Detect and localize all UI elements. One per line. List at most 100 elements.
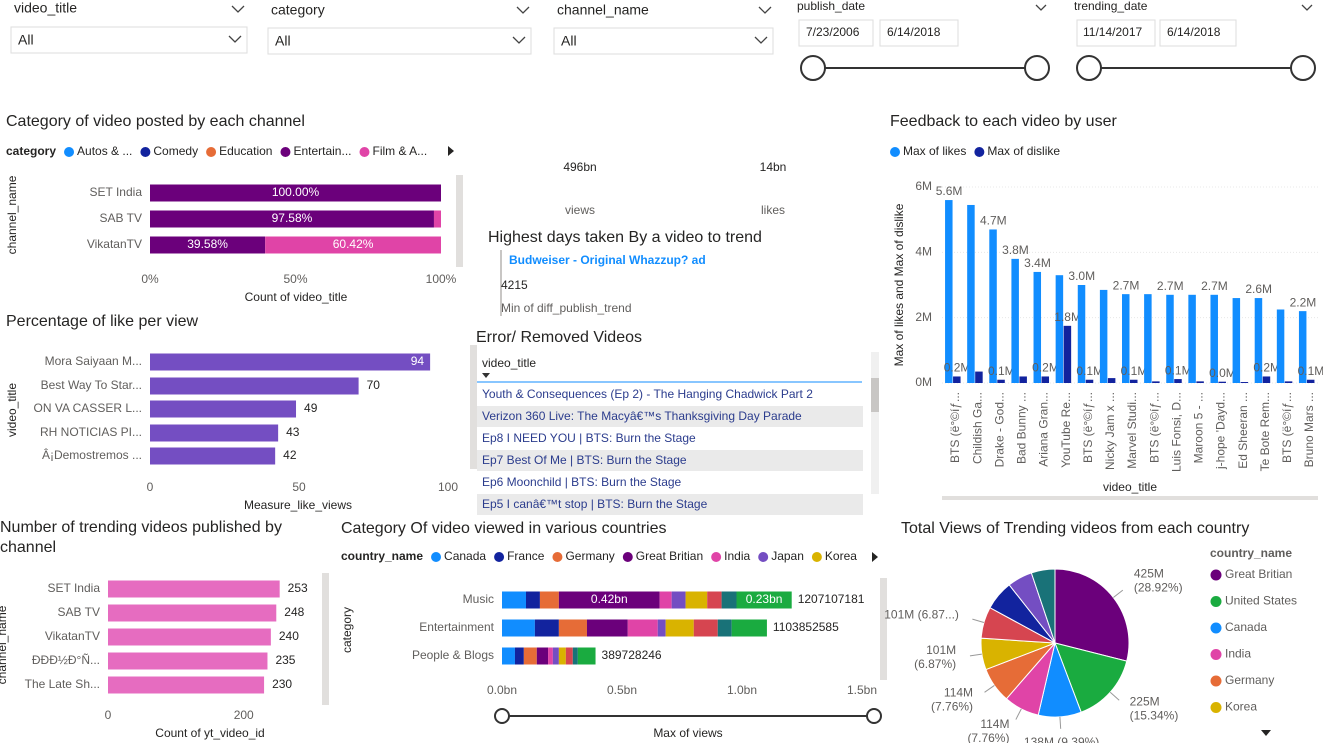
bar — [108, 676, 265, 694]
table-cell[interactable]: Ep5 I canâ€™t stop | BTS: Burn the Stage — [482, 497, 708, 511]
data-label: 138M (9.39%) — [1024, 735, 1099, 743]
legend-label[interactable]: Film & A... — [372, 144, 427, 158]
date-end[interactable]: 6/14/2018 — [1167, 25, 1221, 39]
slider-handle[interactable] — [1290, 55, 1316, 81]
legend-label[interactable]: Korea — [1225, 700, 1257, 714]
legend-label[interactable]: Japan — [771, 549, 804, 563]
x-tick-label: Childish Ga... — [970, 392, 984, 464]
column — [945, 200, 953, 383]
chevron[interactable] — [228, 35, 242, 43]
chevron[interactable] — [512, 36, 526, 44]
slider-handle[interactable] — [1076, 55, 1102, 81]
table-header[interactable]: video_title — [482, 356, 536, 370]
data-label: (28.92%) — [1134, 581, 1183, 595]
legend-label[interactable]: Max of dislike — [987, 144, 1060, 158]
chart-title: Percentage of like per view — [6, 313, 199, 330]
bar-segment — [539, 591, 559, 609]
sort-arrow[interactable] — [482, 373, 490, 378]
date-box[interactable] — [798, 19, 874, 47]
column — [997, 379, 1005, 383]
date-end[interactable]: 6/14/2018 — [887, 25, 941, 39]
legend-next[interactable] — [1261, 730, 1271, 736]
chevron[interactable] — [1035, 4, 1047, 11]
slicer-value[interactable]: All — [275, 33, 291, 49]
legend-swatch — [359, 147, 370, 157]
legend-swatch — [431, 552, 442, 562]
legend-label[interactable]: Korea — [825, 549, 857, 563]
dropdown[interactable] — [10, 26, 248, 54]
date-start[interactable]: 11/14/2017 — [1083, 25, 1142, 39]
date-box[interactable] — [879, 19, 959, 47]
legend-label[interactable]: France — [507, 549, 545, 563]
legend-label[interactable]: Great Britian — [1225, 567, 1292, 581]
slicer-value[interactable]: All — [18, 32, 34, 48]
legend-label[interactable]: Entertain... — [293, 144, 351, 158]
table-cell[interactable]: Ep8 I NEED YOU | BTS: Burn the Stage — [482, 431, 696, 445]
legend-next[interactable] — [872, 552, 878, 562]
scrollbar[interactable] — [942, 496, 1318, 500]
bar-segment — [627, 619, 658, 637]
scroll-thumb[interactable] — [871, 378, 879, 412]
y-tick-label: RH NOTICIAS PI... — [40, 425, 142, 439]
slider-handle[interactable] — [800, 55, 826, 81]
bar — [108, 652, 268, 670]
chevron[interactable] — [1301, 4, 1313, 11]
chevron[interactable] — [758, 6, 772, 14]
legend-label[interactable]: Education — [219, 144, 272, 158]
bar-segment — [502, 647, 515, 665]
bar-segment — [717, 619, 732, 637]
column — [1196, 381, 1204, 383]
x-axis-label: Measure_like_views — [244, 498, 352, 512]
legend-label[interactable]: Great Britian — [636, 549, 703, 563]
data-label: 240 — [279, 629, 299, 643]
bar-segment — [548, 647, 553, 665]
table-cell[interactable]: Verizon 360 Live: The Macyâ€™s Thanksgiv… — [482, 409, 802, 423]
bar — [150, 353, 431, 371]
x-tick-label: BTS (ë°©íƒ... — [1280, 392, 1294, 463]
table-cell[interactable]: Youth & Consequences (Ep 2) - The Hangin… — [482, 387, 813, 401]
legend-label[interactable]: Autos & ... — [77, 144, 132, 158]
data-label: 0.2M — [1253, 361, 1280, 375]
legend-label[interactable]: Germany — [565, 549, 614, 563]
date-box[interactable] — [1076, 19, 1156, 47]
slider-handle[interactable] — [1024, 55, 1050, 81]
scrollbar[interactable] — [871, 352, 879, 494]
date-start[interactable]: 7/23/2006 — [806, 25, 860, 39]
legend-label[interactable]: Canada — [1225, 620, 1267, 634]
table-cell[interactable]: Ep6 Moonchild | BTS: Burn the Stage — [482, 475, 682, 489]
slider-handle[interactable] — [866, 708, 882, 724]
chevron[interactable] — [231, 5, 245, 13]
row-bg — [477, 406, 863, 427]
legend-label[interactable]: Germany — [1225, 673, 1274, 687]
legend-label[interactable]: Canada — [444, 549, 486, 563]
slicer-label: category — [271, 2, 325, 18]
x-tick-label: Nicky Jam x ... — [1103, 392, 1117, 470]
dropdown[interactable] — [553, 27, 774, 55]
dropdown[interactable] — [267, 27, 532, 55]
legend-label[interactable]: India — [1225, 647, 1251, 661]
chart-title: Feedback to each video by user — [890, 113, 1117, 130]
slicer-value[interactable]: All — [561, 33, 577, 49]
column — [967, 204, 975, 383]
legend-label[interactable]: Max of likes — [903, 144, 966, 158]
table-cell[interactable]: Ep7 Best Of Me | BTS: Burn the Stage — [482, 453, 687, 467]
legend-next[interactable] — [448, 146, 454, 156]
scrollbar[interactable] — [456, 175, 463, 267]
scrollbar[interactable] — [470, 345, 477, 469]
scrollbar[interactable] — [322, 573, 329, 705]
chevron[interactable] — [516, 6, 530, 14]
data-label: 2.6M — [1245, 282, 1272, 296]
column — [1254, 298, 1263, 383]
data-label: 114M — [944, 686, 973, 700]
chevron[interactable] — [754, 36, 768, 44]
scrollbar[interactable] — [880, 578, 887, 680]
legend-label[interactable]: United States — [1225, 594, 1297, 608]
column — [1262, 376, 1271, 383]
data-label: 0.1M — [988, 364, 1015, 378]
legend-label[interactable]: Comedy — [153, 144, 198, 158]
legend-label[interactable]: India — [724, 549, 750, 563]
data-label: 2.7M — [1113, 278, 1140, 292]
slider-handle[interactable] — [494, 708, 510, 724]
date-box[interactable] — [1159, 19, 1237, 47]
y-tick-label: 4M — [915, 245, 932, 259]
